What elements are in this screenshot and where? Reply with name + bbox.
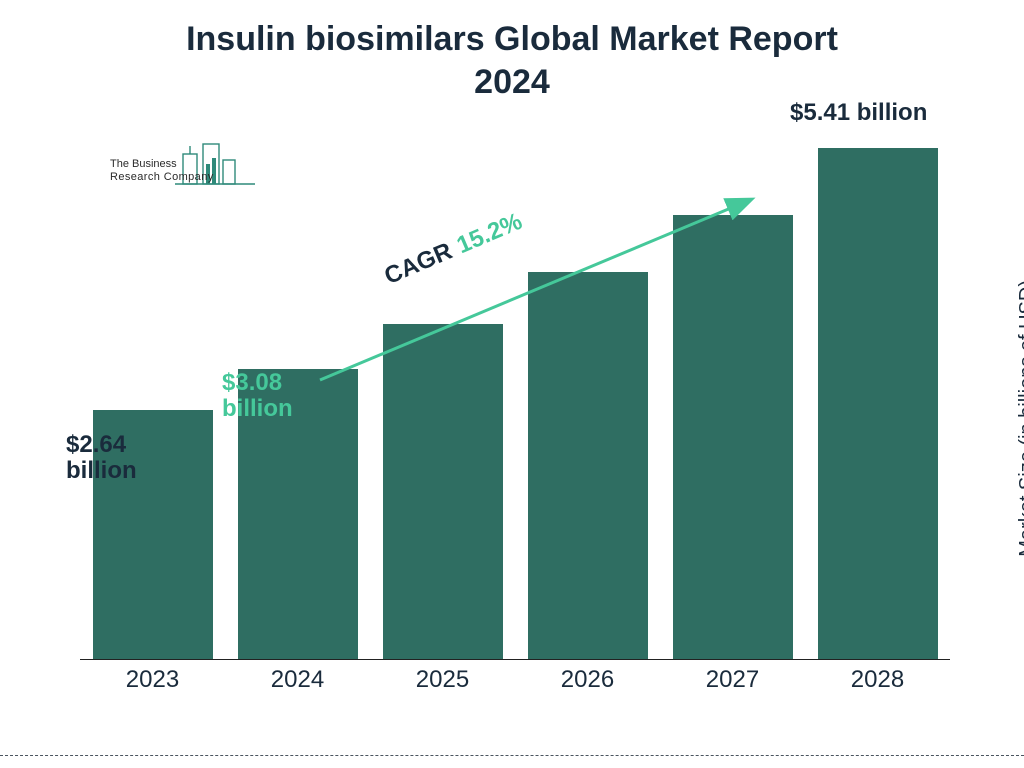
growth-arrow-icon	[0, 0, 1024, 768]
y-axis-label: Market Size (in billions of USD)	[1016, 280, 1024, 557]
footer-divider	[0, 755, 1024, 756]
